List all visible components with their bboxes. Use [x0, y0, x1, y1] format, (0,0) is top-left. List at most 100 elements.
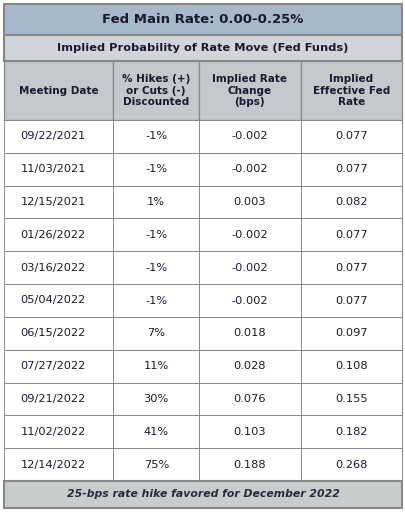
- Bar: [113, 382, 198, 415]
- Bar: [4, 350, 113, 382]
- Text: 7%: 7%: [147, 328, 165, 338]
- Text: 41%: 41%: [143, 427, 168, 437]
- Bar: [198, 251, 300, 284]
- Bar: [4, 382, 113, 415]
- Text: 03/16/2022: 03/16/2022: [21, 263, 86, 273]
- Text: 0.103: 0.103: [233, 427, 265, 437]
- Text: -1%: -1%: [145, 230, 167, 240]
- Bar: [4, 481, 401, 508]
- Text: Meeting Date: Meeting Date: [19, 86, 98, 96]
- Text: 30%: 30%: [143, 394, 168, 404]
- Bar: [4, 61, 113, 120]
- Text: -1%: -1%: [145, 263, 167, 273]
- Bar: [113, 350, 198, 382]
- Bar: [4, 448, 113, 481]
- Text: 0.097: 0.097: [334, 328, 367, 338]
- Bar: [113, 284, 198, 317]
- Bar: [113, 317, 198, 350]
- Bar: [198, 186, 300, 219]
- Text: 0.076: 0.076: [233, 394, 265, 404]
- Bar: [300, 382, 401, 415]
- Text: Implied Probability of Rate Move (Fed Funds): Implied Probability of Rate Move (Fed Fu…: [57, 43, 348, 53]
- Bar: [198, 415, 300, 448]
- Text: 01/26/2022: 01/26/2022: [21, 230, 85, 240]
- Bar: [300, 415, 401, 448]
- Bar: [198, 153, 300, 186]
- Text: 0.268: 0.268: [334, 460, 367, 470]
- Text: 09/22/2021: 09/22/2021: [21, 132, 86, 141]
- Text: 0.077: 0.077: [334, 132, 367, 141]
- Text: Implied
Effective Fed
Rate: Implied Effective Fed Rate: [312, 74, 389, 107]
- Bar: [113, 153, 198, 186]
- Text: 0.188: 0.188: [233, 460, 265, 470]
- Text: 0.077: 0.077: [334, 230, 367, 240]
- Bar: [198, 61, 300, 120]
- Bar: [198, 382, 300, 415]
- Bar: [300, 153, 401, 186]
- Bar: [4, 415, 113, 448]
- Text: Fed Main Rate: 0.00-0.25%: Fed Main Rate: 0.00-0.25%: [102, 13, 303, 26]
- Bar: [198, 448, 300, 481]
- Bar: [300, 448, 401, 481]
- Bar: [113, 415, 198, 448]
- Bar: [4, 4, 401, 35]
- Text: 06/15/2022: 06/15/2022: [21, 328, 86, 338]
- Text: 75%: 75%: [143, 460, 168, 470]
- Bar: [198, 284, 300, 317]
- Bar: [198, 317, 300, 350]
- Text: 12/14/2022: 12/14/2022: [21, 460, 85, 470]
- Bar: [113, 61, 198, 120]
- Bar: [4, 35, 401, 61]
- Text: -0.002: -0.002: [231, 263, 267, 273]
- Bar: [113, 448, 198, 481]
- Text: 0.003: 0.003: [233, 197, 265, 207]
- Bar: [300, 219, 401, 251]
- Text: 07/27/2022: 07/27/2022: [21, 361, 86, 371]
- Text: 11/03/2021: 11/03/2021: [20, 164, 86, 174]
- Text: 09/21/2022: 09/21/2022: [21, 394, 86, 404]
- Bar: [113, 186, 198, 219]
- Text: 0.077: 0.077: [334, 263, 367, 273]
- Text: 0.077: 0.077: [334, 295, 367, 306]
- Bar: [4, 153, 113, 186]
- Text: 12/15/2021: 12/15/2021: [21, 197, 86, 207]
- Bar: [300, 284, 401, 317]
- Text: 25-bps rate hike favored for December 2022: 25-bps rate hike favored for December 20…: [66, 489, 339, 500]
- Text: 11%: 11%: [143, 361, 168, 371]
- Text: -1%: -1%: [145, 164, 167, 174]
- Bar: [300, 186, 401, 219]
- Bar: [300, 61, 401, 120]
- Bar: [4, 317, 113, 350]
- Text: -1%: -1%: [145, 132, 167, 141]
- Text: 1%: 1%: [147, 197, 165, 207]
- Bar: [113, 251, 198, 284]
- Bar: [113, 120, 198, 153]
- Bar: [300, 317, 401, 350]
- Text: -0.002: -0.002: [231, 230, 267, 240]
- Text: 0.182: 0.182: [334, 427, 367, 437]
- Text: 0.082: 0.082: [334, 197, 367, 207]
- Bar: [4, 284, 113, 317]
- Bar: [4, 219, 113, 251]
- Text: -0.002: -0.002: [231, 164, 267, 174]
- Bar: [113, 219, 198, 251]
- Bar: [198, 219, 300, 251]
- Bar: [198, 350, 300, 382]
- Text: -1%: -1%: [145, 295, 167, 306]
- Text: 0.028: 0.028: [233, 361, 265, 371]
- Bar: [300, 120, 401, 153]
- Text: % Hikes (+)
or Cuts (-)
Discounted: % Hikes (+) or Cuts (-) Discounted: [122, 74, 190, 107]
- Text: 0.077: 0.077: [334, 164, 367, 174]
- Text: 11/02/2022: 11/02/2022: [21, 427, 86, 437]
- Text: Implied Rate
Change
(bps): Implied Rate Change (bps): [212, 74, 287, 107]
- Text: 0.018: 0.018: [233, 328, 265, 338]
- Text: 0.108: 0.108: [334, 361, 367, 371]
- Text: 0.155: 0.155: [334, 394, 367, 404]
- Bar: [300, 350, 401, 382]
- Text: -0.002: -0.002: [231, 132, 267, 141]
- Text: -0.002: -0.002: [231, 295, 267, 306]
- Bar: [4, 186, 113, 219]
- Text: 05/04/2022: 05/04/2022: [21, 295, 86, 306]
- Bar: [300, 251, 401, 284]
- Bar: [198, 120, 300, 153]
